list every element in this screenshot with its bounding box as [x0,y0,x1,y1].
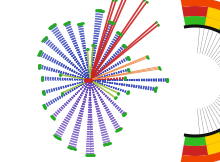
Polygon shape [184,16,220,146]
Polygon shape [206,140,220,155]
Polygon shape [206,7,220,22]
Polygon shape [181,0,220,162]
Polygon shape [205,17,220,30]
Polygon shape [205,132,220,145]
Polygon shape [182,6,220,156]
